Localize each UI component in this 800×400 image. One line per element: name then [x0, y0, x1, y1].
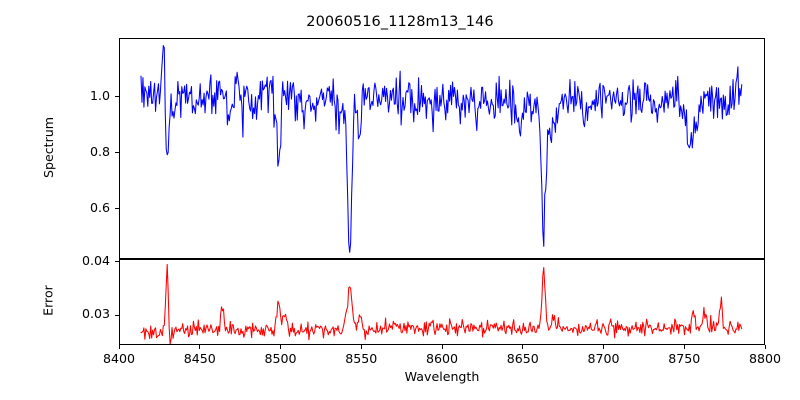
- spectrum-ytick-label: 1.0: [89, 87, 110, 103]
- error-line-series: [140, 263, 743, 344]
- error-ytick-mark: [115, 261, 119, 263]
- wavelength-tick-mark: [764, 345, 766, 349]
- spectrum-ytick-mark: [115, 96, 119, 98]
- spectrum-line-series: [140, 45, 743, 253]
- wavelength-tick-label: 8550: [345, 351, 378, 366]
- wavelength-tick-mark: [683, 345, 685, 349]
- wavelength-tick-label: 8700: [587, 351, 620, 366]
- wavelength-tick-label: 8650: [506, 351, 539, 366]
- spectrum-plot-panel: [119, 38, 765, 259]
- spectrum-ytick-label: 0.8: [89, 143, 110, 159]
- spectrum-ytick-mark: [115, 152, 119, 154]
- wavelength-tick-mark: [441, 345, 443, 349]
- error-plot-panel: [119, 259, 765, 345]
- wavelength-tick-mark: [360, 345, 362, 349]
- wavelength-tick-label: 8800: [748, 351, 782, 366]
- error-ytick-label: 0.03: [81, 306, 110, 322]
- wavelength-tick-label: 8450: [183, 351, 216, 366]
- wavelength-tick-mark: [522, 345, 524, 349]
- wavelength-tick-mark: [603, 345, 605, 349]
- wavelength-tick-mark: [280, 345, 282, 349]
- spectrum-ytick-mark: [115, 208, 119, 210]
- wavelength-tick-mark: [199, 345, 201, 349]
- error-ytick-label: 0.04: [81, 252, 110, 268]
- wavelength-tick-label: 8600: [425, 351, 459, 366]
- error-ytick-mark: [115, 314, 119, 317]
- wavelength-axis-label: Wavelength: [404, 369, 480, 384]
- wavelength-tick-mark: [118, 345, 120, 349]
- page-title: 20060516_1128m13_146: [306, 14, 494, 30]
- wavelength-tick-label: 8500: [264, 351, 297, 366]
- spectrum-ytick-label: 0.6: [89, 199, 110, 215]
- wavelength-tick-label: 8400: [102, 351, 136, 366]
- error-axis-label: Error: [40, 285, 56, 316]
- wavelength-tick-label: 8750: [668, 351, 701, 366]
